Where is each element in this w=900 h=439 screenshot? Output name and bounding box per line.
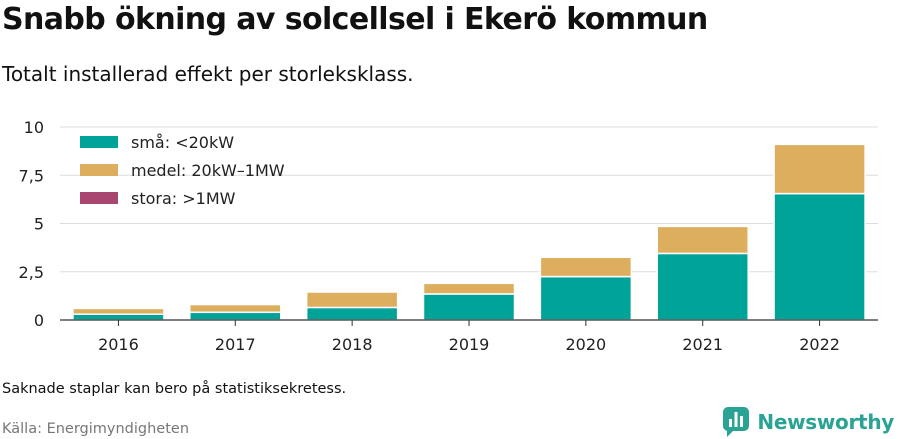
bar-segment — [305, 306, 399, 321]
y-tick-label: 10 — [24, 118, 44, 137]
legend-swatch — [80, 136, 118, 148]
footnote: Saknade staplar kan bero på statistiksek… — [2, 381, 347, 397]
bar-segment — [72, 307, 165, 315]
bar-segment — [656, 225, 749, 255]
bar-segment — [539, 256, 633, 278]
chart-title: Snabb ökning av solcellsel i Ekerö kommu… — [2, 2, 708, 37]
bar-segment — [189, 311, 282, 321]
x-tick-label: 2022 — [799, 335, 840, 354]
bar-segment — [773, 192, 866, 321]
legend-swatch — [80, 164, 118, 176]
bar-segment — [305, 291, 399, 309]
bar-segment — [539, 275, 633, 321]
stacked-bar-chart: 0 2,5 5 7,5 10 2016 2017 2018 2019 2020 2021 2022 sm… — [19, 118, 878, 354]
y-tick-label: 0 — [34, 311, 44, 330]
brand-logo: Newsworthy — [723, 406, 894, 438]
legend-label: medel: 20kW–1MW — [131, 161, 285, 180]
bar-segment — [656, 252, 749, 321]
y-tick-label: 7,5 — [19, 166, 44, 185]
newsworthy-icon — [723, 407, 750, 437]
legend-label: små: <20kW — [131, 133, 234, 152]
bar-segment — [422, 293, 516, 321]
x-tick-label: 2017 — [215, 335, 256, 354]
bar-segment — [72, 313, 165, 321]
y-tick-label: 5 — [34, 215, 44, 234]
y-tick-label: 2,5 — [19, 263, 44, 282]
x-tick-label: 2019 — [449, 335, 490, 354]
bar-segment — [773, 143, 866, 195]
source-text: Källa: Energimyndigheten — [2, 421, 190, 437]
x-tick-label: 2018 — [332, 335, 373, 354]
x-tick-label: 2020 — [565, 335, 606, 354]
x-tick-label: 2016 — [98, 335, 139, 354]
bar-segment — [422, 282, 516, 295]
chart-subtitle: Totalt installerad effekt per storlekskl… — [2, 62, 414, 86]
bar-segment — [189, 303, 282, 314]
x-tick-label: 2021 — [682, 335, 723, 354]
legend-label: stora: >1MW — [131, 189, 236, 208]
legend-swatch — [80, 192, 118, 204]
brand-name: Newsworthy — [757, 410, 894, 434]
